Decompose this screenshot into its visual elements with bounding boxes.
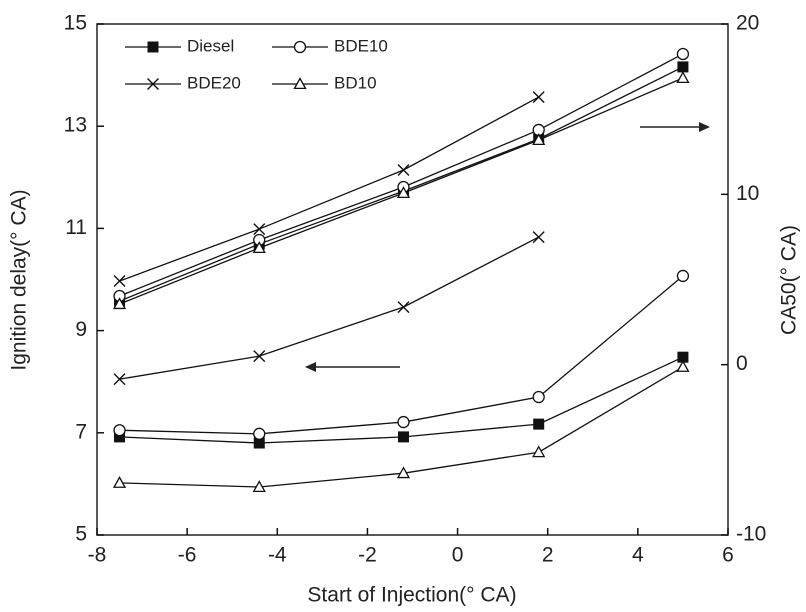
x-tick-label: 4 xyxy=(632,544,644,567)
marker xyxy=(676,269,690,283)
y-tick-label: 7 xyxy=(75,420,87,443)
x-tick-label: -2 xyxy=(358,544,377,567)
marker xyxy=(396,466,411,479)
marker xyxy=(532,390,545,404)
y-tick-label: 15 xyxy=(64,12,87,35)
marker xyxy=(147,78,159,90)
legend-label: Diesel xyxy=(187,36,234,55)
series-line xyxy=(119,96,540,282)
x-tick-label: -8 xyxy=(88,544,107,567)
y-tick-label: 11 xyxy=(65,216,87,239)
legend-label: BD10 xyxy=(334,73,377,92)
x-axis-label: Start of Injection(° CA) xyxy=(307,584,516,607)
marker xyxy=(293,40,307,54)
marker xyxy=(253,350,266,363)
marker xyxy=(676,71,690,84)
marker xyxy=(397,163,410,176)
marker xyxy=(252,241,266,254)
marker xyxy=(677,351,689,363)
legend-label: BDE10 xyxy=(334,36,388,55)
marker xyxy=(676,360,690,372)
marker xyxy=(253,427,266,440)
y-tick-label: 5 xyxy=(75,523,87,546)
marker xyxy=(293,77,307,90)
marker xyxy=(397,431,409,443)
marker xyxy=(676,47,690,61)
x-tick-label: 2 xyxy=(542,544,554,567)
marker xyxy=(532,91,545,104)
marker xyxy=(114,431,126,443)
y2-tick-label: 10 xyxy=(736,182,759,205)
marker xyxy=(253,223,266,236)
marker xyxy=(252,480,266,493)
x-tick-label: -4 xyxy=(268,544,287,567)
legend-label: BDE20 xyxy=(187,73,241,92)
x-tick-label: 6 xyxy=(722,544,734,567)
marker xyxy=(112,476,127,488)
marker xyxy=(113,275,126,288)
series-line xyxy=(119,356,684,444)
marker xyxy=(532,445,546,458)
marker xyxy=(113,373,126,386)
x-tick-label: 0 xyxy=(452,544,464,567)
y2-tick-label: -10 xyxy=(736,523,766,546)
marker xyxy=(533,418,545,430)
marker xyxy=(532,133,546,146)
series-line xyxy=(119,275,684,435)
marker xyxy=(532,231,545,244)
series-line xyxy=(119,236,539,380)
marker xyxy=(113,424,126,437)
marker xyxy=(397,415,410,429)
y2-tick-label: 0 xyxy=(736,352,748,375)
marker xyxy=(253,437,265,449)
y-tick-label: 13 xyxy=(64,114,87,137)
marker xyxy=(147,41,159,53)
y-axis-label: Ignition delay(° CA) xyxy=(8,189,31,370)
arrow-left xyxy=(305,362,400,372)
y2-tick-label: 20 xyxy=(736,12,759,35)
arrow-right xyxy=(640,122,710,132)
marker xyxy=(397,301,410,314)
y2-axis-label: CA50(° CA) xyxy=(778,225,801,335)
x-tick-label: -6 xyxy=(178,544,197,567)
marker xyxy=(112,297,127,310)
plot-frame xyxy=(96,23,729,536)
marker xyxy=(396,186,411,199)
y-tick-label: 9 xyxy=(75,318,87,341)
marker xyxy=(677,61,689,73)
